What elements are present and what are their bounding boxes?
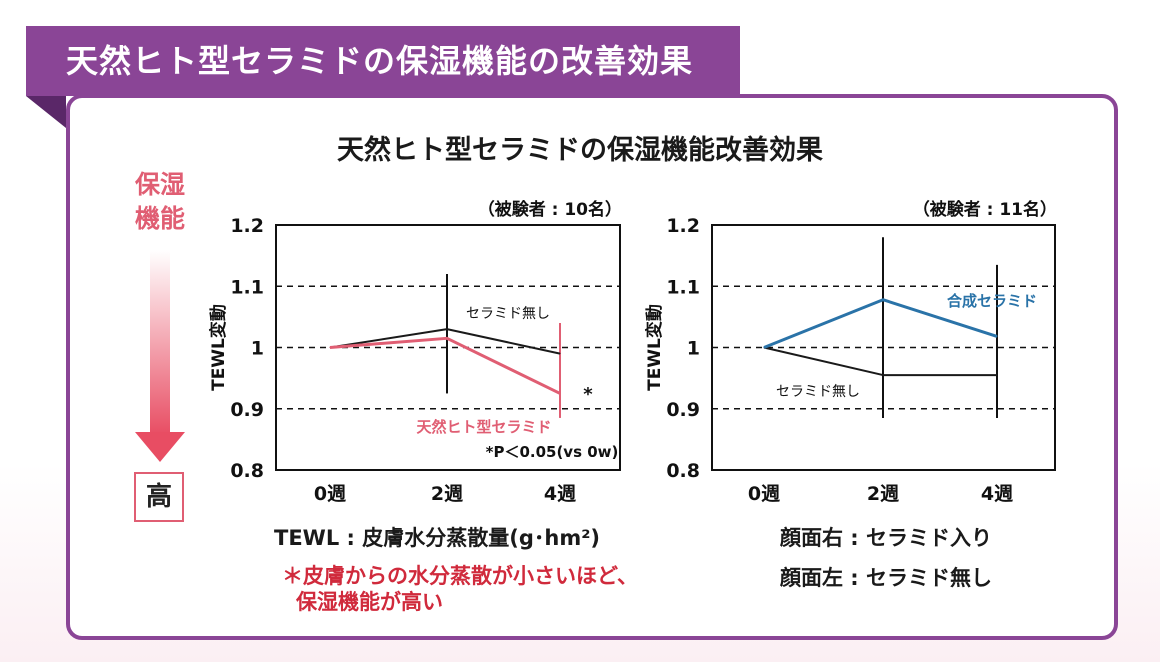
x-tick-label: 0週 (748, 483, 780, 505)
series-label: セラミド無し (466, 306, 550, 322)
y-tick-label: 0.8 (230, 460, 264, 482)
left-face-legend: 顔面左 : セラミド無し (780, 566, 993, 590)
y-tick-label: 1.2 (666, 215, 700, 237)
series-label: セラミド無し (776, 384, 860, 400)
note-line-2: 保湿機能が高い (296, 590, 443, 614)
x-tick-label: 0週 (314, 483, 346, 505)
right-face-legend: 顔面右 : セラミド入り (780, 526, 993, 550)
y-tick-label: 1.1 (230, 276, 264, 298)
note-line-1: ＊皮膚からの水分蒸散が小さいほど、 (282, 564, 638, 588)
data-point (763, 347, 765, 348)
y-tick-label: 1 (251, 338, 264, 360)
y-tick-label: 1.1 (666, 276, 700, 298)
data-point (329, 347, 331, 348)
data-point (446, 337, 448, 339)
y-axis-label: TEWL変動 (208, 304, 229, 391)
page-title: 天然ヒト型セラミドの保湿機能の改善効果 (66, 42, 694, 80)
down-arrow-icon (135, 432, 185, 462)
banner-fold (26, 96, 66, 128)
significance-marker: * (583, 384, 593, 405)
series-label: 合成セラミド (946, 292, 1037, 310)
indicator-label-line-2: 機能 (134, 204, 185, 233)
series-line (763, 346, 997, 377)
data-point (559, 353, 561, 355)
data-point (446, 328, 448, 330)
y-tick-label: 0.9 (230, 399, 264, 421)
y-tick-label: 0.8 (666, 460, 700, 482)
content-panel (66, 94, 1118, 640)
page-title-banner: 天然ヒト型セラミドの保湿機能の改善効果 (26, 26, 740, 96)
moisture-function-label: 保湿 機能 (124, 168, 196, 236)
data-point (996, 374, 998, 376)
figure-title: 天然ヒト型セラミドの保湿機能改善効果 (337, 135, 823, 166)
tewl-definition: TEWL : 皮膚水分蒸散量(g･hm²) (274, 526, 600, 550)
down-arrow-shaft (150, 250, 170, 435)
subject-count: （被験者 : 11名） (913, 199, 1057, 220)
data-point (996, 335, 998, 337)
series-line (329, 328, 561, 355)
x-tick-label: 4週 (544, 483, 576, 505)
significance-note: *P＜0.05(vs 0w) (486, 443, 619, 461)
y-tick-label: 0.9 (666, 399, 700, 421)
y-tick-label: 1.2 (230, 215, 264, 237)
x-tick-label: 2週 (867, 483, 899, 505)
high-label-box: 高 (134, 472, 184, 522)
subject-count: （被験者 : 10名） (478, 199, 622, 220)
data-point (882, 299, 884, 301)
series-label: 天然ヒト型セラミド (416, 418, 551, 436)
x-tick-label: 4週 (981, 483, 1013, 505)
x-tick-label: 2週 (431, 483, 463, 505)
y-axis-label: TEWL変動 (644, 304, 665, 391)
indicator-label-line-1: 保湿 (134, 170, 185, 199)
y-tick-label: 1 (687, 338, 700, 360)
data-point (882, 374, 884, 376)
data-point (559, 392, 561, 394)
